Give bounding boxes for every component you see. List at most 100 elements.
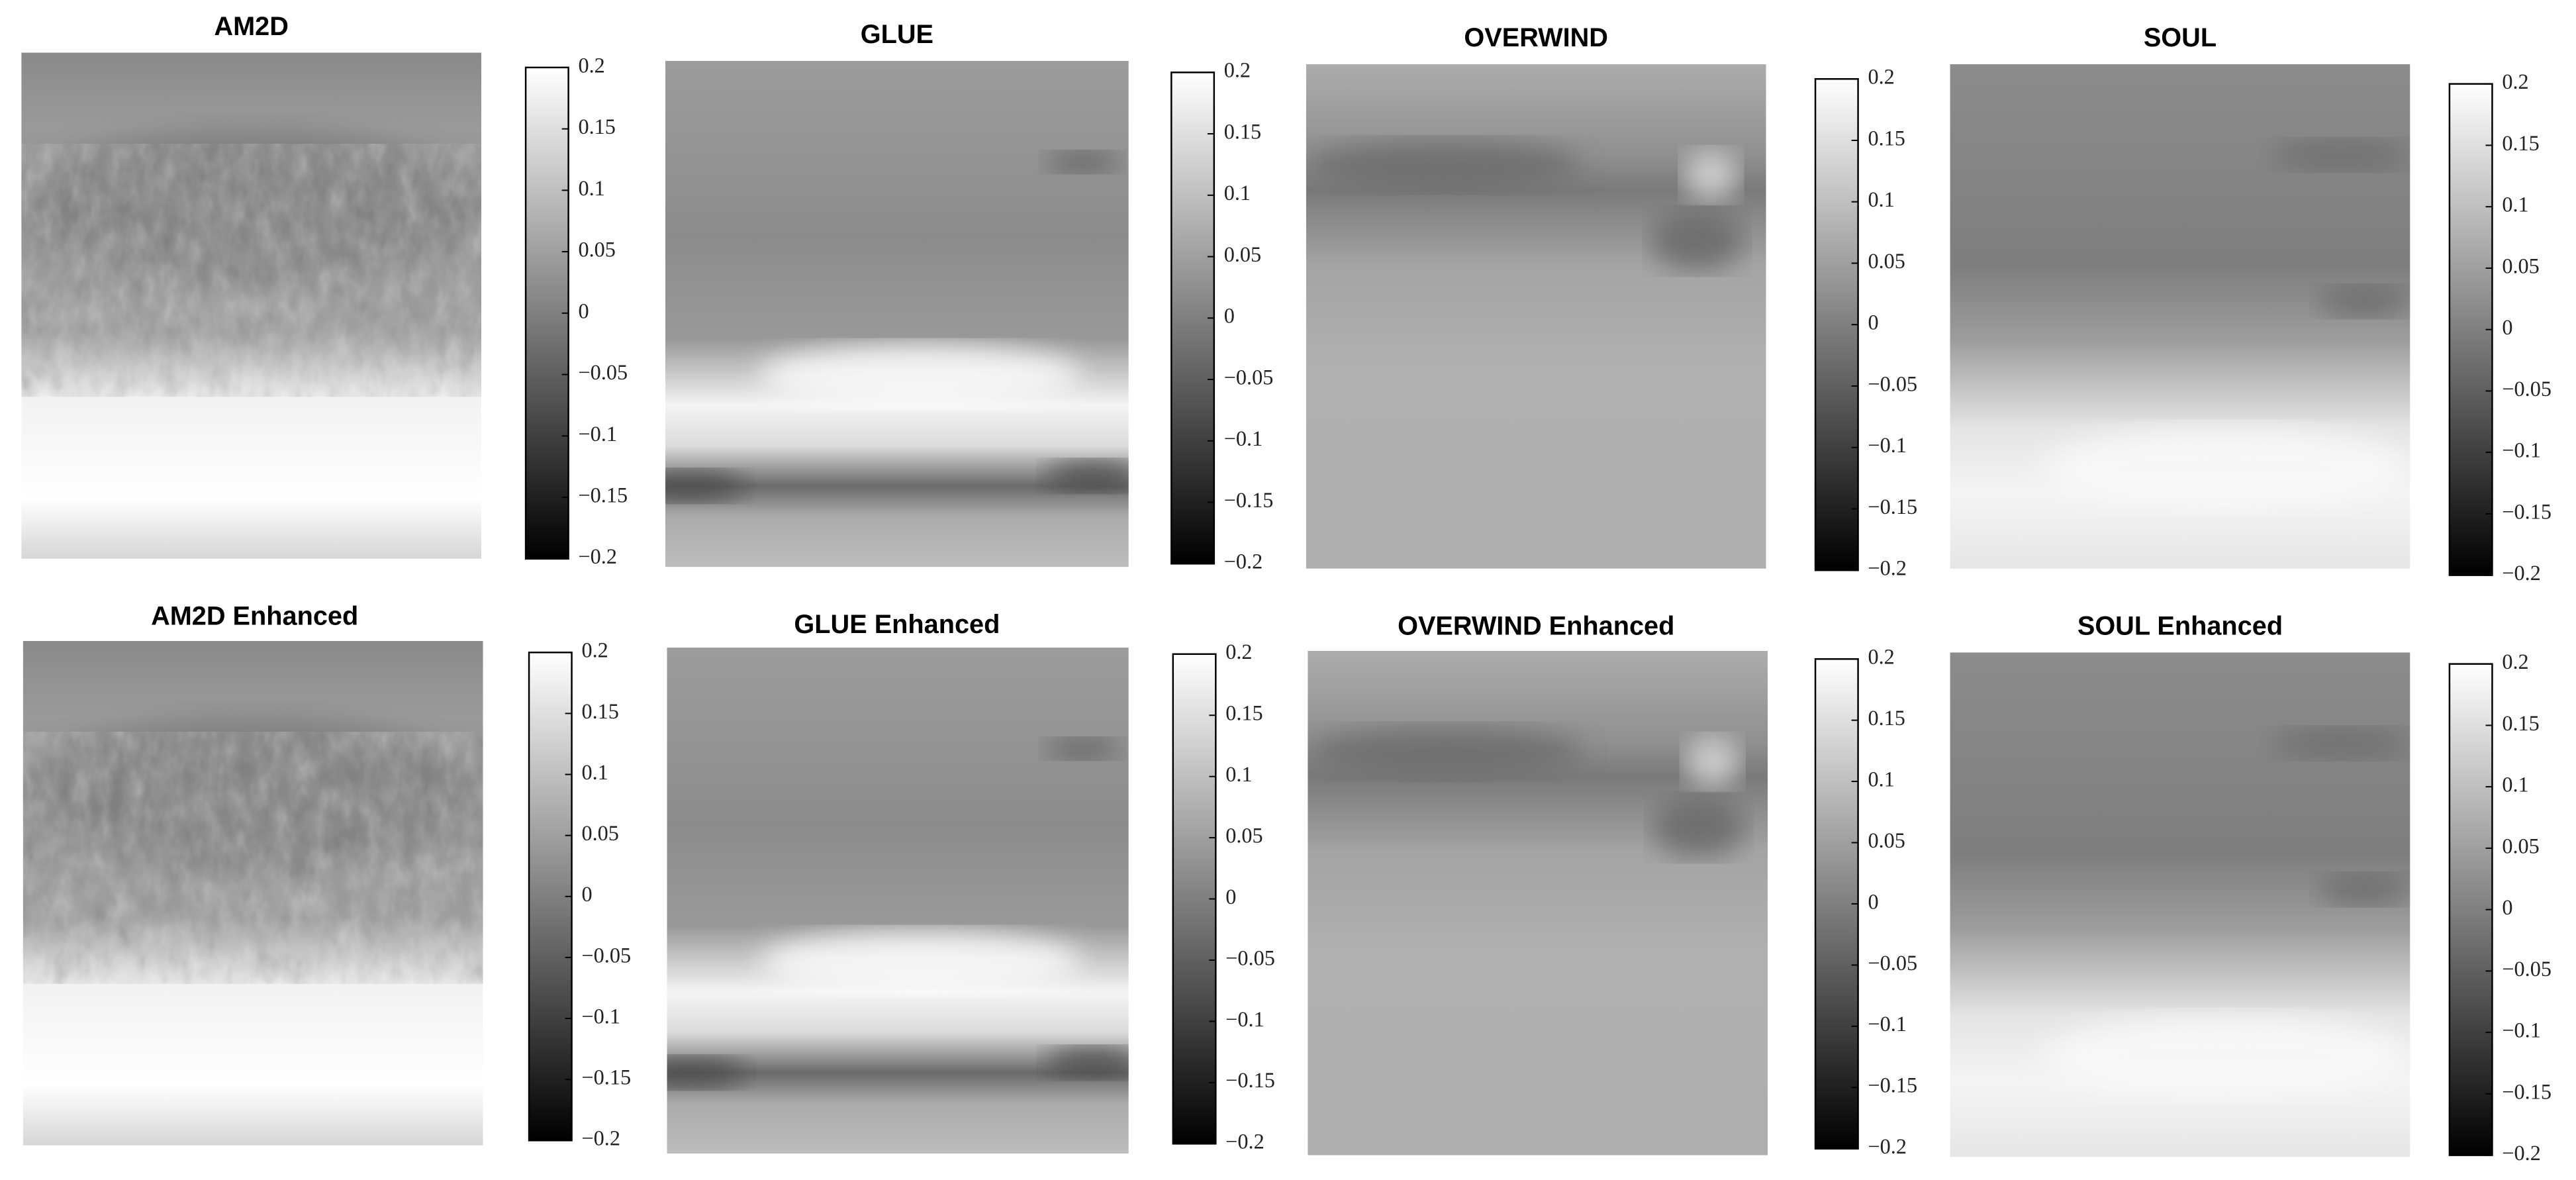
colorbar-tick-label: 0.15	[578, 115, 615, 138]
panel-title: OVERWIND	[1464, 23, 1608, 52]
colorbar-tick-label: 0.15	[1868, 126, 1905, 150]
image-shade	[759, 930, 1083, 992]
colorbar-tick-label: 0.05	[1868, 249, 1905, 273]
colorbar	[524, 66, 569, 560]
heatmap-image	[1306, 64, 1766, 569]
colorbar-tick-label: 0	[2502, 315, 2512, 339]
colorbar-tick-label: 0.05	[2502, 254, 2539, 277]
colorbar-tick-label: −0.1	[1868, 1012, 1907, 1036]
colorbar-tick-label: −0.05	[2502, 957, 2552, 981]
panel: SOUL −0.2 −0.15 −0.1 −0.05 0 0.05 0.1 0.15 0.2	[1950, 23, 2552, 585]
colorbar-tick-label: 0.2	[1224, 58, 1251, 82]
image-base	[1306, 64, 1766, 569]
image-texture	[21, 144, 482, 397]
colorbar-tick-label: 0.05	[578, 238, 615, 262]
heatmap-image	[665, 60, 1129, 567]
colorbar-tick-label: −0.2	[578, 544, 617, 568]
colorbar-tick-label: −0.1	[1225, 1007, 1264, 1031]
image-shade	[1045, 1047, 1129, 1078]
colorbar-tick-label: 0.2	[578, 53, 604, 77]
colorbar-tick-label: −0.15	[578, 483, 628, 507]
colorbar-tick-label: −0.2	[2502, 561, 2541, 585]
panel-title: OVERWIND Enhanced	[1398, 612, 1674, 641]
heatmap-image	[23, 640, 483, 1146]
panel: SOUL Enhanced −0.2 −0.15 −0.1 −0.05 0 0.05 0.1 0…	[1950, 612, 2552, 1165]
colorbar-tick-label: 0.05	[1224, 242, 1261, 266]
colorbar-tick-label: 0	[1868, 311, 1878, 334]
colorbar-tick-label: 0.2	[1225, 640, 1252, 664]
image-content	[21, 52, 482, 559]
colorbar-tick-label: 0.1	[2502, 193, 2528, 217]
panel-title: GLUE	[861, 20, 933, 49]
colorbar-tick-label: 0	[1224, 304, 1235, 328]
colorbar-tick-label: −0.15	[1224, 488, 1274, 512]
colorbar-tick-label: 0.15	[2502, 131, 2539, 155]
image-shade	[757, 344, 1082, 405]
image-content	[667, 647, 1129, 1154]
colorbar-tick-label: 0.15	[581, 699, 618, 723]
colorbar-tick-label: −0.2	[2502, 1141, 2541, 1165]
colorbar-tick-label: 0.1	[1868, 187, 1894, 211]
panel: OVERWIND −0.2 −0.15 −0.1 −0.05 0 0.05 0.1 0.15 0.…	[1306, 23, 1917, 580]
panel-title: SOUL Enhanced	[2077, 612, 2283, 641]
colorbar-tick-label: −0.1	[578, 422, 617, 446]
image-content	[23, 640, 483, 1146]
colorbar-tick-label: −0.05	[1868, 371, 1917, 395]
colorbar-tick-label: −0.05	[1224, 365, 1274, 389]
colorbar-tick-label: −0.15	[1225, 1068, 1275, 1092]
colorbar-tick-label: 0.15	[2502, 711, 2539, 735]
colorbar-tick-label: 0.15	[1225, 701, 1263, 725]
colorbar-tick-label: 0	[581, 882, 592, 906]
image-content	[1950, 652, 2410, 1157]
image-shade	[1306, 140, 1582, 191]
colorbar-tick-label: −0.1	[1224, 426, 1263, 450]
colorbar-tick-label: 0.05	[2502, 834, 2539, 858]
image-shade	[665, 471, 744, 501]
colorbar-tick-label: −0.05	[1225, 946, 1275, 969]
colorbar	[1172, 653, 1217, 1145]
colorbar-tick-label: −0.15	[2502, 499, 2552, 523]
colorbar-tick-label: −0.15	[1868, 1073, 1917, 1097]
image-shade	[2042, 427, 2410, 509]
colorbar-tick-label: 0.1	[2502, 773, 2528, 797]
image-shade	[1652, 797, 1745, 858]
image-shade	[2271, 140, 2410, 170]
colorbar-tick-label: 0.2	[2502, 70, 2528, 93]
image-shade	[1650, 210, 1743, 271]
colorbar-tick-label: −0.2	[581, 1126, 620, 1150]
colorbar-tick-label: 0.15	[1224, 119, 1261, 143]
panel-title: SOUL	[2144, 23, 2217, 52]
colorbar-tick-label: 0.2	[1868, 65, 1894, 89]
colorbar-tick-label: −0.05	[1868, 951, 1917, 975]
heatmap-image	[1308, 650, 1768, 1155]
colorbar-tick-label: 0.1	[1224, 181, 1251, 205]
colorbar-tick-label: −0.05	[578, 360, 628, 384]
colorbar-tick-label: 0	[2502, 895, 2512, 919]
image-content	[1306, 64, 1766, 569]
colorbar-tick-label: 0.1	[578, 176, 604, 200]
colorbar-tick-label: 0.05	[1868, 828, 1905, 852]
colorbar-tick-label: −0.15	[581, 1065, 631, 1089]
colorbar-tick-label: −0.1	[2502, 438, 2541, 462]
colorbar-tick-label: −0.2	[1225, 1130, 1264, 1154]
image-shade	[1683, 150, 1739, 201]
image-base	[1308, 650, 1768, 1155]
image-shade	[1045, 152, 1120, 173]
panel: AM2D −0.2 −0.15 −0.1 −0.05 0 0.05 0.1 0.15 0.2	[21, 12, 628, 568]
colorbar-tick-label: −0.05	[2502, 377, 2552, 401]
colorbar-tick-label: −0.15	[2502, 1079, 2552, 1103]
panel: GLUE −0.2 −0.15 −0.1 −0.05 0 0.05 0.1 0.15 0.2	[665, 20, 1274, 573]
image-content	[1950, 64, 2410, 569]
colorbar-tick-label: 0	[578, 299, 589, 322]
colorbar	[2448, 663, 2493, 1156]
panel-title: AM2D	[214, 12, 288, 41]
colorbar-tick-label: 0.1	[1225, 762, 1252, 786]
image-shade	[2042, 1015, 2410, 1097]
colorbar-tick-label: 0.1	[1868, 767, 1894, 791]
image-content	[1308, 650, 1768, 1155]
panel-title: AM2D Enhanced	[151, 602, 358, 631]
colorbar-tick-label: 0.05	[1225, 823, 1263, 847]
colorbar-tick-label: −0.05	[581, 943, 631, 967]
colorbar	[1814, 658, 1859, 1150]
image-content	[665, 60, 1129, 567]
